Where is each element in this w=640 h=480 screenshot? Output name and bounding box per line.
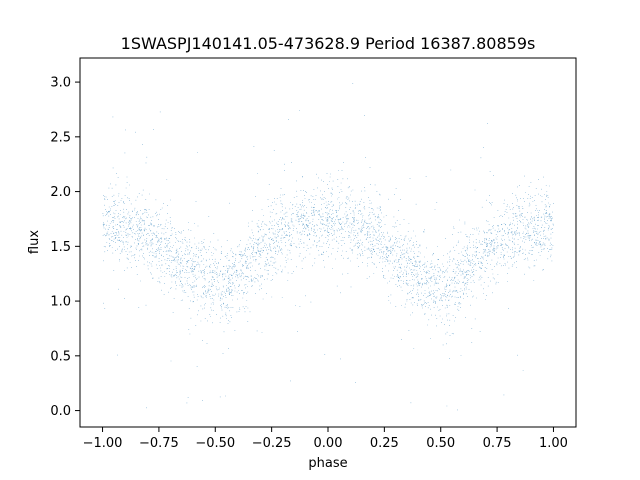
x-tick-label: 1.00 [539,436,568,451]
x-tick-label: −0.25 [252,436,292,451]
x-tick-label: 0.75 [483,436,512,451]
x-tick-label: −1.00 [83,436,123,451]
y-tick-label: 1.0 [50,295,71,310]
x-tick-label: −0.50 [195,436,235,451]
y-axis-label: flux [27,230,42,254]
x-tick-label: 0.50 [426,436,455,451]
y-axis: 0.0 0.5 1.0 1.5 2.0 2.5 3.0 [50,76,80,419]
y-tick-label: 0.0 [50,404,71,419]
x-axis: −1.00 −0.75 −0.50 −0.25 0.00 0.25 0.50 0.75 1.00 [83,427,568,451]
x-tick-label: 0.00 [314,436,343,451]
x-tick-label: −0.75 [139,436,179,451]
y-tick-label: 2.0 [50,185,71,200]
y-tick-label: 1.5 [50,240,71,255]
y-tick-label: 0.5 [50,349,71,364]
y-tick-label: 2.5 [50,130,71,145]
x-tick-label: 0.25 [370,436,399,451]
x-axis-label: phase [308,456,347,471]
chart-title: 1SWASPJ140141.05-473628.9 Period 16387.8… [121,34,536,53]
y-tick-label: 3.0 [50,76,71,91]
